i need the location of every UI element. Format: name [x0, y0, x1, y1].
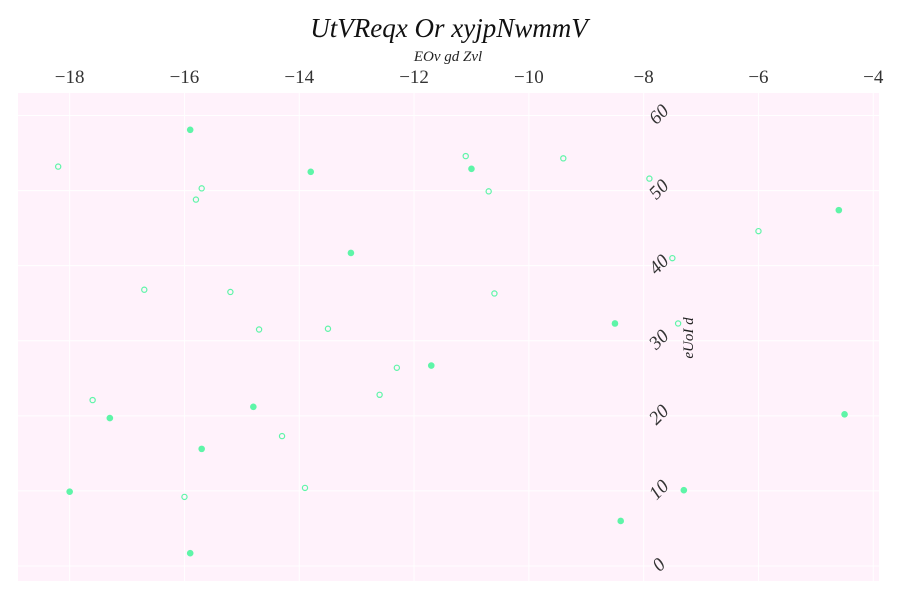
plot-area — [18, 93, 879, 581]
data-point-filled — [198, 445, 205, 453]
data-point-hollow — [755, 227, 762, 235]
x-axis-label: EOv gd Zvl — [413, 49, 482, 65]
data-point-hollow — [227, 288, 234, 296]
data-point-filled — [611, 320, 619, 327]
x-tick-label: −18 — [55, 67, 85, 88]
data-point-filled — [835, 206, 843, 214]
data-point-hollow — [376, 391, 383, 399]
data-point-hollow — [301, 484, 309, 492]
data-point-filled — [307, 168, 315, 176]
data-point-hollow — [669, 254, 676, 262]
x-tick-label: −6 — [748, 67, 768, 88]
data-point-hollow — [141, 286, 148, 293]
data-point-filled — [347, 249, 355, 257]
data-point-hollow — [674, 320, 682, 327]
y-axis-label: eUoI d — [681, 317, 697, 359]
data-point-hollow — [192, 196, 200, 203]
x-tick-label: −4 — [863, 67, 884, 88]
x-tick-labels: −18 −16 −14 −12 −10 −8 −6 −4 — [55, 67, 884, 88]
data-point-filled — [186, 549, 194, 557]
data-point-hollow — [393, 364, 401, 371]
x-tick-label: −12 — [399, 67, 429, 88]
data-point-hollow — [462, 152, 469, 160]
x-tick-label: −14 — [284, 67, 314, 88]
data-point-hollow — [560, 155, 567, 162]
data-point-filled — [106, 414, 114, 422]
data-point-hollow — [198, 185, 205, 192]
data-point-hollow — [54, 163, 62, 170]
data-point-hollow — [255, 326, 263, 333]
x-tick-label: −16 — [170, 67, 200, 88]
data-point-hollow — [485, 188, 492, 195]
data-point-filled — [680, 486, 688, 494]
data-point-filled — [186, 126, 194, 134]
chart-title: UtVReqx Or xyjpNwmmV — [310, 13, 591, 43]
data-point-hollow — [491, 290, 498, 297]
data-point-filled — [468, 165, 475, 173]
data-point-filled — [841, 411, 848, 418]
data-point-filled — [250, 403, 257, 411]
x-tick-label: −8 — [634, 67, 654, 88]
data-point-hollow — [89, 396, 96, 404]
data-point-filled — [427, 362, 435, 369]
data-points — [54, 126, 848, 557]
data-point-hollow — [324, 325, 332, 332]
grid-lines — [18, 93, 879, 581]
x-tick-label: −10 — [514, 67, 544, 88]
data-point-hollow — [181, 493, 188, 501]
data-point-filled — [617, 517, 624, 525]
data-point-filled — [66, 488, 73, 495]
data-point-hollow — [278, 432, 286, 440]
data-point-hollow — [646, 175, 653, 182]
